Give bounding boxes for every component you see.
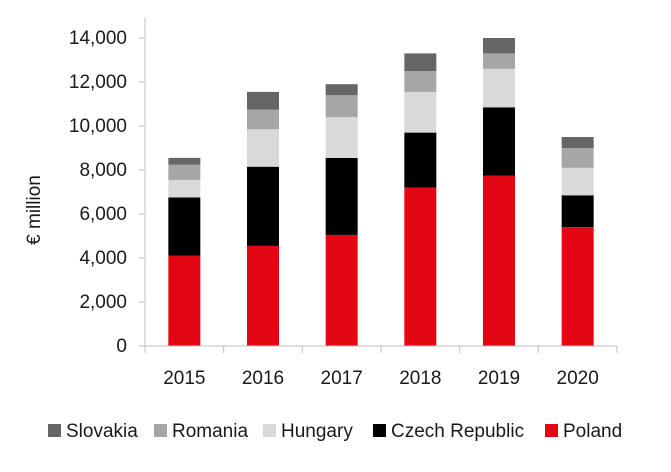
bar-segment-poland-2018 [404,187,437,346]
x-tick-label: 2017 [321,368,363,389]
bar-segment-czech-republic-2015 [168,197,201,256]
legend-swatch [545,424,558,437]
bar-segment-czech-republic-2020 [561,195,594,228]
bar-segment-romania-2020 [561,148,594,168]
bar-segment-czech-republic-2017 [325,157,358,235]
bar-segment-slovakia-2020 [561,137,594,148]
y-tick-label: 4,000 [79,248,127,269]
legend: Slovakia Romania Hungary Czech Republic Pola… [48,421,622,442]
bar-segment-romania-2015 [168,164,201,180]
legend-swatch [48,424,61,437]
legend-item-hungary: Hungary [263,421,353,442]
y-tick-label: 0 [116,336,127,357]
x-tick-label: 2015 [163,368,205,389]
y-axis-label: € million [24,175,45,245]
legend-swatch [263,424,276,437]
legend-item-slovakia: Slovakia [48,421,138,442]
bar-segment-hungary-2019 [483,68,515,108]
bar-segment-poland-2019 [483,175,515,346]
bar-segment-poland-2015 [168,255,201,346]
legend-label: Hungary [281,421,353,442]
x-tick-label: 2019 [478,368,520,389]
legend-label: Slovakia [66,421,138,442]
bar-segment-hungary-2020 [561,167,594,196]
bar-segment-romania-2019 [483,53,515,69]
y-tick-label: 12,000 [69,72,127,93]
bar-segment-slovakia-2018 [404,53,437,71]
y-tick-label: 14,000 [69,28,127,49]
legend-label: Poland [563,421,622,442]
bar-segment-romania-2017 [325,95,358,118]
bar-segment-czech-republic-2016 [247,166,279,246]
bar-segment-slovakia-2017 [325,84,358,96]
plot-area [168,38,594,346]
bar-segment-poland-2017 [325,234,358,346]
x-tick-label: 2016 [242,368,284,389]
x-axis: 2015 2016 2017 2018 2019 2020 [144,345,618,389]
bar-segment-hungary-2016 [247,129,279,167]
legend-item-czech-republic: Czech Republic [373,421,524,442]
bar-segment-hungary-2015 [168,179,201,198]
legend-swatch [154,424,167,437]
bar-segment-romania-2018 [404,71,437,92]
legend-item-romania: Romania [154,421,248,442]
bar-segment-hungary-2018 [404,91,437,133]
bar-segment-czech-republic-2019 [483,107,515,176]
y-tick-label: 2,000 [79,292,127,313]
x-tick-label: 2018 [399,368,441,389]
legend-label: Romania [172,421,248,442]
bar-segment-slovakia-2016 [247,91,279,110]
y-axis: 0 2,000 4,000 6,000 8,000 10,000 12,000 14,000 [69,18,146,357]
y-tick-label: 8,000 [79,160,127,181]
bar-segment-poland-2016 [247,245,279,346]
legend-item-poland: Poland [545,421,622,442]
x-tick-label: 2020 [557,368,599,389]
legend-label: Czech Republic [391,421,524,442]
legend-swatch [373,424,386,437]
bar-segment-romania-2016 [247,109,279,130]
bar-segment-slovakia-2019 [483,38,515,54]
bar-segment-hungary-2017 [325,117,358,158]
bar-segment-poland-2020 [561,227,594,346]
bar-segment-slovakia-2015 [168,157,201,165]
y-tick-label: 10,000 [69,116,127,137]
y-tick-label: 6,000 [79,204,127,225]
bar-segment-czech-republic-2018 [404,132,437,188]
